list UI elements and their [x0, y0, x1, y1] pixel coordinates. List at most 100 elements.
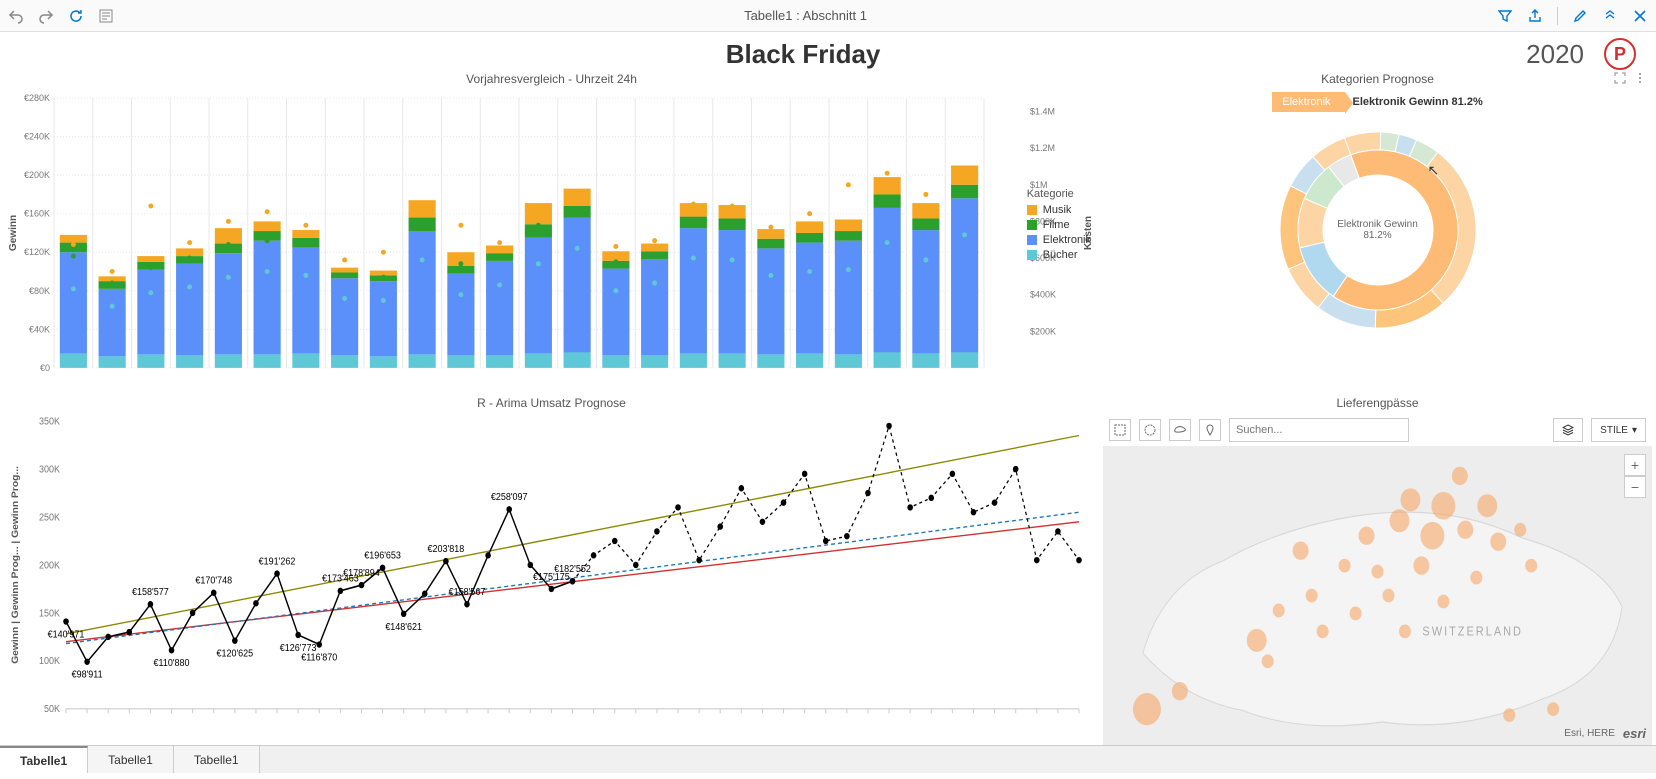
donut-center-line2: 81.2%: [1337, 230, 1418, 241]
donut-breadcrumb: Elektronik Elektronik Gewinn 81.2%: [1272, 92, 1483, 112]
legend-item[interactable]: Filme: [1027, 219, 1091, 231]
map-toolbar: STILE▾: [1109, 418, 1646, 442]
legend-item[interactable]: Bücher: [1027, 249, 1091, 261]
svg-text:€0: €0: [40, 363, 50, 373]
donut-title: Kategorien Prognose: [1103, 70, 1652, 88]
line-chart-title: R - Arima Umsatz Prognose: [4, 394, 1099, 412]
map-style-label: STILE: [1600, 425, 1628, 436]
redo-icon[interactable]: [38, 8, 54, 24]
expand-icon[interactable]: [1614, 72, 1628, 86]
legend-swatch: [1027, 220, 1037, 230]
separator: [1557, 7, 1558, 25]
sheet-tab[interactable]: Tabelle1: [0, 746, 88, 773]
legend-label: Elektronik: [1043, 234, 1091, 246]
share-icon[interactable]: [1527, 8, 1543, 24]
svg-text:€203'818: €203'818: [428, 543, 465, 555]
svg-text:100K: 100K: [39, 656, 61, 668]
svg-text:€120K: €120K: [24, 247, 50, 257]
map-layers-button[interactable]: [1553, 418, 1583, 442]
map-attr-text: Esri, HERE: [1564, 728, 1615, 739]
svg-text:€280K: €280K: [24, 93, 50, 103]
bar-chart-panel: Vorjahresvergleich - Uhrzeit 24h €0 €40K €…: [4, 70, 1099, 390]
svg-text:€140'971: €140'971: [48, 629, 85, 641]
svg-text:€170'748: €170'748: [195, 575, 232, 587]
legend-swatch: [1027, 235, 1037, 245]
svg-text:50K: 50K: [44, 704, 61, 716]
bar-chart-title: Vorjahresvergleich - Uhrzeit 24h: [4, 70, 1099, 88]
more-icon[interactable]: [1634, 72, 1648, 86]
svg-text:€191'262: €191'262: [259, 556, 296, 568]
svg-text:€178'894: €178'894: [343, 567, 380, 579]
svg-text:350K: 350K: [39, 416, 61, 428]
line-chart-svg: 50K 100K 150K 200K 250K 300K 350K Gewinn | Gewi…: [4, 412, 1099, 743]
collapse-icon[interactable]: [1602, 8, 1618, 24]
edit-icon[interactable]: [1572, 8, 1588, 24]
svg-text:€158'567: €158'567: [449, 587, 486, 599]
close-icon[interactable]: [1632, 8, 1648, 24]
map-canvas[interactable]: SWITZERLAND: [1103, 446, 1652, 745]
map-select-rect-icon[interactable]: [1109, 419, 1131, 441]
svg-text:€98'911: €98'911: [72, 669, 103, 681]
svg-text:€40K: €40K: [29, 324, 50, 334]
app-toolbar: Tabelle1 : Abschnitt 1: [0, 0, 1656, 32]
svg-text:€240K: €240K: [24, 132, 50, 142]
sheet-tab[interactable]: Tabelle1: [88, 746, 174, 773]
legend-swatch: [1027, 250, 1037, 260]
refresh-icon[interactable]: [68, 8, 84, 24]
map-attr-logo: esri: [1623, 726, 1646, 741]
bar-chart-svg: €0€40K€80K€120K€160K€200K€240K€280K$200K…: [4, 88, 1099, 388]
map-zoom-in-button[interactable]: +: [1624, 454, 1646, 476]
svg-text:€158'577: €158'577: [132, 587, 169, 599]
legend-swatch: [1027, 205, 1037, 215]
legend-label: Musik: [1043, 204, 1072, 216]
svg-text:€116'870: €116'870: [301, 652, 337, 664]
svg-text:€120'625: €120'625: [216, 648, 253, 660]
filter-icon[interactable]: [1497, 8, 1513, 24]
map-title: Lieferengpässe: [1103, 394, 1652, 412]
line-chart-panel: R - Arima Umsatz Prognose 50K 100K 150K 200…: [4, 394, 1099, 745]
svg-text:Gewinn | Gewinn Prog...: Gewinn | Gewinn Prog... | Gewinn Prog...: [11, 466, 21, 664]
svg-text:200K: 200K: [39, 560, 61, 572]
svg-text:$1.2M: $1.2M: [1030, 143, 1055, 153]
svg-text:€196'653: €196'653: [364, 550, 401, 562]
notes-icon[interactable]: [98, 8, 114, 24]
toolbar-title: Tabelle1 : Abschnitt 1: [114, 8, 1497, 23]
crumb-text: Elektronik Gewinn 81.2%: [1353, 96, 1483, 108]
svg-text:150K: 150K: [39, 608, 61, 620]
undo-icon[interactable]: [8, 8, 24, 24]
crumb-tag[interactable]: Elektronik: [1272, 92, 1344, 112]
svg-text:$1.4M: $1.4M: [1030, 107, 1055, 117]
svg-text:€182'552: €182'552: [554, 564, 591, 576]
svg-text:$200K: $200K: [1030, 326, 1056, 336]
donut-panel: Kategorien Prognose Elektronik Elektroni…: [1103, 70, 1652, 390]
page-year: 2020: [1526, 39, 1584, 70]
map-select-circle-icon[interactable]: [1139, 419, 1161, 441]
map-pin-icon[interactable]: [1199, 419, 1221, 441]
page-header: Black Friday 2020 P: [0, 32, 1656, 70]
svg-text:SWITZERLAND: SWITZERLAND: [1422, 624, 1523, 639]
svg-text:€258'097: €258'097: [491, 492, 528, 504]
svg-text:€110'880: €110'880: [154, 658, 190, 670]
svg-text:Gewinn: Gewinn: [8, 215, 19, 251]
page-title: Black Friday: [80, 39, 1526, 70]
svg-text:€80K: €80K: [29, 286, 50, 296]
svg-text:€200K: €200K: [24, 170, 50, 180]
sheet-tabs: Tabelle1Tabelle1Tabelle1: [0, 745, 1656, 773]
sheet-tab[interactable]: Tabelle1: [174, 746, 260, 773]
cursor-icon: ↖: [1428, 162, 1440, 179]
map-style-dropdown[interactable]: STILE▾: [1591, 418, 1646, 442]
legend-label: Filme: [1043, 219, 1070, 231]
legend-item[interactable]: Musik: [1027, 204, 1091, 216]
donut-center-label: Elektronik Gewinn 81.2%: [1337, 219, 1418, 241]
map-select-lasso-icon[interactable]: [1169, 419, 1191, 441]
map-zoom-controls: + −: [1624, 454, 1646, 498]
map-panel: Lieferengpässe SWITZERLAND STILE▾ + −: [1103, 394, 1652, 745]
bar-chart-legend: Kategorie MusikFilmeElektronikBücher: [1027, 188, 1091, 264]
legend-item[interactable]: Elektronik: [1027, 234, 1091, 246]
legend-label: Bücher: [1043, 249, 1078, 261]
map-zoom-out-button[interactable]: −: [1624, 476, 1646, 498]
svg-text:250K: 250K: [39, 512, 61, 524]
donut-center-line1: Elektronik Gewinn: [1337, 219, 1418, 230]
svg-text:300K: 300K: [39, 464, 61, 476]
map-search-input[interactable]: [1229, 418, 1409, 442]
